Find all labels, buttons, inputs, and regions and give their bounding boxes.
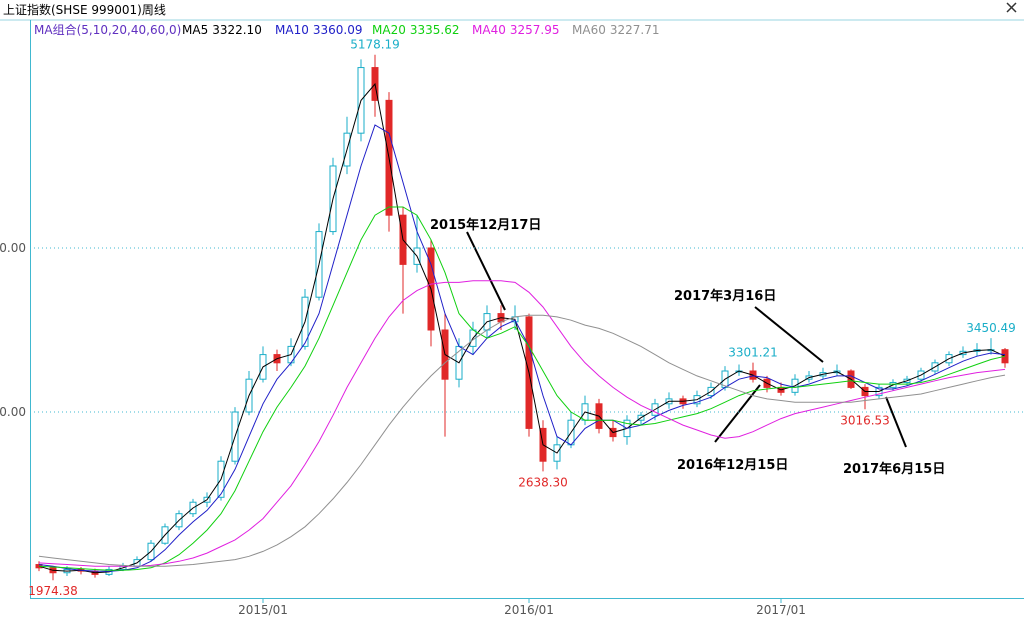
annotation: 2017年6月15日 (843, 461, 945, 477)
legend-name: MA40 (472, 23, 506, 37)
chart-title: 上证指数(SHSE 999001)周线 (3, 2, 166, 17)
x-tick-label: 2016/01 (504, 603, 554, 617)
legend-entry: MA10 3360.09 (275, 23, 362, 37)
low-label: 1974.38 (28, 584, 78, 598)
high-label: 3450.49 (966, 321, 1016, 335)
legend-entry: MA40 3257.95 (472, 23, 559, 37)
legend-value: 3335.62 (410, 23, 460, 37)
high-label: 3301.21 (728, 346, 778, 360)
annotation-arrows (466, 231, 907, 448)
legend-name: MA20 (372, 23, 406, 37)
high-label: 5178.19 (350, 38, 400, 52)
close-button[interactable] (1006, 2, 1017, 13)
legend-name: MA5 (182, 23, 208, 37)
y-tick-label: 4000.00 (0, 241, 26, 255)
ma-line (38, 124, 1006, 572)
annotation: 2017年3月16日 (674, 288, 776, 304)
annotation: 2015年12月17日 (430, 217, 541, 233)
legend-name: MA10 (275, 23, 309, 37)
legend-entry: MA20 3335.62 (372, 23, 459, 37)
legend-value: 3322.10 (212, 23, 262, 37)
legend-value: 3227.71 (610, 23, 660, 37)
legend-entry: MA5 3322.10 (182, 23, 262, 37)
x-tick-label: 2017/01 (756, 603, 806, 617)
y-tick-label: 3000.00 (0, 405, 26, 419)
ma-line (38, 206, 1006, 571)
annotation: 2016年12月15日 (677, 457, 788, 473)
x-tick-label: 2015/01 (238, 603, 288, 617)
low-label: 3016.53 (840, 413, 890, 427)
legend-entry: MA60 3227.71 (572, 23, 659, 37)
ma-line (38, 314, 1006, 567)
legend-value: 3257.95 (510, 23, 560, 37)
low-label: 2638.30 (518, 475, 568, 489)
legend-name: MA60 (572, 23, 606, 37)
legend-title: MA组合(5,10,20,40,60,0) (34, 22, 181, 37)
legend-value: 3360.09 (313, 23, 363, 37)
